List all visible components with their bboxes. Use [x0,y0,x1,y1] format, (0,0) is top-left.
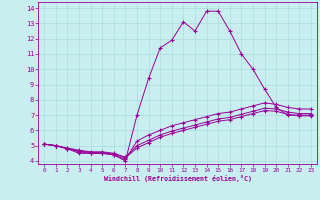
X-axis label: Windchill (Refroidissement éolien,°C): Windchill (Refroidissement éolien,°C) [104,175,252,182]
